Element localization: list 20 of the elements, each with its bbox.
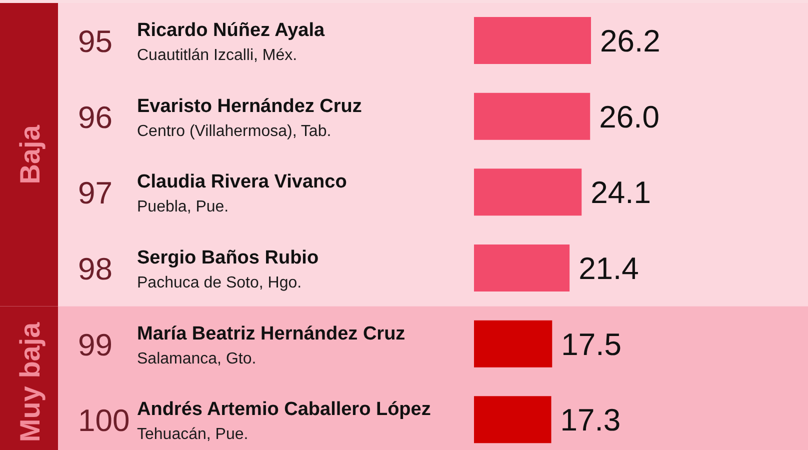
bar xyxy=(474,92,590,140)
y-tick-label: 96 Evaristo Hernández Cruz Centro (Villahermosa), Tab. xyxy=(78,96,362,140)
data-label: 26.0 xyxy=(599,99,660,134)
bar xyxy=(474,244,570,292)
data-label: 26.2 xyxy=(600,24,660,59)
bar xyxy=(474,320,552,368)
data-label: 17.3 xyxy=(560,402,621,438)
bar xyxy=(474,168,582,216)
y-tick-label: 97 Claudia Rivera Vivanco Puebla, Pue. xyxy=(78,172,347,216)
y-tick-label: 99 María Beatriz Hernández Cruz Salamanca, Gto. xyxy=(78,323,406,368)
y-tick-label: 100 Andrés Artemio Caballero López Tehuacán, Pue. xyxy=(78,399,431,444)
band-label: Muy baja xyxy=(14,322,46,442)
data-label: 24.1 xyxy=(590,175,651,210)
band-label: Baja xyxy=(14,124,46,184)
bar xyxy=(474,396,552,444)
data-label: 21.4 xyxy=(578,251,639,286)
data-label: 17.5 xyxy=(561,326,622,362)
bar xyxy=(474,17,591,64)
y-tick-label: 98 Sergio Baños Rubio Pachuca de Soto, Hgo. xyxy=(78,247,319,292)
y-tick-label: 95 Ricardo Núñez Ayala Cuautitlán Izcalli, Méx. xyxy=(78,20,326,64)
